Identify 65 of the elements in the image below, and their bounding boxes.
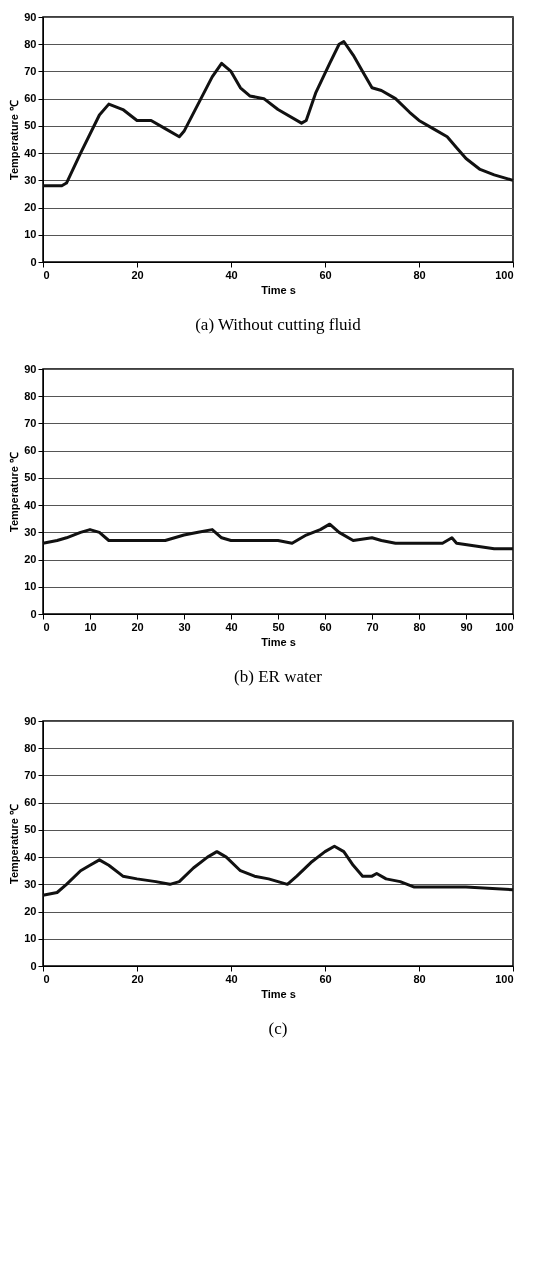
y-tick-label: 80 xyxy=(24,389,37,402)
y-tick-label: 60 xyxy=(24,444,37,457)
y-tick-label: 40 xyxy=(24,850,37,863)
y-tick-label: 60 xyxy=(24,92,37,105)
y-tick-label: 90 xyxy=(24,10,37,23)
y-tick-label: 40 xyxy=(24,146,37,159)
y-tick-label: 50 xyxy=(24,119,37,132)
x-tick-label: 60 xyxy=(319,972,332,985)
x-tick-label: 20 xyxy=(131,620,144,633)
y-axis-title: Temperature ℃ xyxy=(8,452,21,532)
y-tick-label: 80 xyxy=(24,741,37,754)
y-tick-label: 20 xyxy=(24,905,37,918)
y-axis-title: Temperature ℃ xyxy=(8,804,21,884)
y-tick-label: 90 xyxy=(24,362,37,375)
y-tick-label: 10 xyxy=(24,228,37,241)
y-tick-label: 30 xyxy=(24,877,37,890)
x-tick-label: 80 xyxy=(413,268,426,281)
x-tick-label: 30 xyxy=(178,620,191,633)
x-tick-label: 0 xyxy=(43,620,50,633)
x-axis-title: Time s xyxy=(261,635,296,648)
x-tick-label: 60 xyxy=(319,268,332,281)
x-tick-label: 80 xyxy=(413,620,426,633)
line-series xyxy=(41,844,515,897)
y-axis-title: Temperature ℃ xyxy=(8,100,21,180)
text: (b) ER water xyxy=(234,667,323,686)
x-axis-title: Time s xyxy=(261,283,296,296)
y-tick-label: 10 xyxy=(24,580,37,593)
line-series xyxy=(41,522,515,551)
y-tick-label: 20 xyxy=(24,201,37,214)
x-tick-label: 40 xyxy=(225,620,238,633)
x-tick-label: 0 xyxy=(43,268,50,281)
y-tick-label: 30 xyxy=(24,173,37,186)
x-tick-label: 100 xyxy=(495,268,514,281)
x-tick-label: 70 xyxy=(366,620,379,633)
x-tick-label: 40 xyxy=(225,972,238,985)
x-tick-label: 100 xyxy=(495,972,514,985)
x-tick-label: 90 xyxy=(460,620,473,633)
y-tick-label: 50 xyxy=(24,823,37,836)
x-tick-label: 20 xyxy=(131,268,144,281)
y-tick-label: 10 xyxy=(24,932,37,945)
x-tick-label: 40 xyxy=(225,268,238,281)
x-tick-label: 10 xyxy=(84,620,97,633)
y-tick-label: 70 xyxy=(24,768,37,781)
x-tick-label: 0 xyxy=(43,972,50,985)
text: (a) Without cutting fluid xyxy=(195,315,362,334)
y-tick-label: 50 xyxy=(24,471,37,484)
y-tick-label: 20 xyxy=(24,553,37,566)
x-tick-label: 60 xyxy=(319,620,332,633)
y-tick-label: 70 xyxy=(24,64,37,77)
x-axis-title: Time s xyxy=(261,987,296,1000)
x-tick-label: 20 xyxy=(131,972,144,985)
y-tick-label: 80 xyxy=(24,37,37,50)
y-tick-label: 70 xyxy=(24,416,37,429)
y-tick-label: 90 xyxy=(24,714,37,727)
y-tick-label: 40 xyxy=(24,498,37,511)
y-tick-label: 0 xyxy=(30,959,37,972)
y-tick-label: 60 xyxy=(24,796,37,809)
x-tick-label: 100 xyxy=(495,620,514,633)
y-tick-label: 0 xyxy=(30,255,37,268)
y-tick-label: 0 xyxy=(30,607,37,620)
line-series xyxy=(41,40,515,188)
x-tick-label: 80 xyxy=(413,972,426,985)
y-tick-label: 30 xyxy=(24,525,37,538)
text: (c) xyxy=(268,1019,288,1038)
x-tick-label: 50 xyxy=(272,620,285,633)
